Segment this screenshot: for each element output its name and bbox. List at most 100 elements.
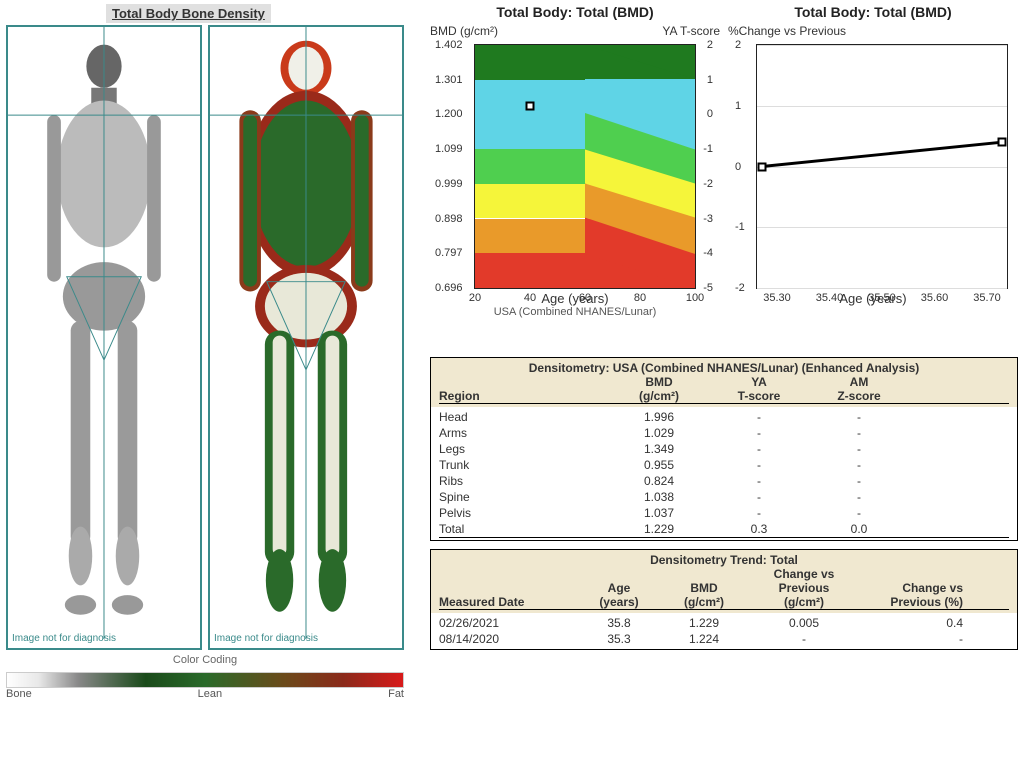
right-column: Total Body: Total (BMD) BMD (g/cm²) YA T… xyxy=(430,0,1024,767)
ref-y-right-label: YA T-score xyxy=(662,24,720,38)
ref-y-left-label: BMD (g/cm²) xyxy=(430,24,498,38)
cell-region: Ribs xyxy=(439,474,609,488)
trend-data-marker xyxy=(998,138,1007,147)
ref-xtick: 80 xyxy=(634,292,646,304)
trend-line-icon xyxy=(757,45,1007,288)
cell-tscore: - xyxy=(709,442,809,456)
dens-table-title: Densitometry: USA (Combined NHANES/Lunar… xyxy=(439,361,1009,375)
table-row: Arms1.029-- xyxy=(439,425,1009,441)
cell-tscore: - xyxy=(709,458,809,472)
gradient-labels: Bone Lean Fat xyxy=(6,688,404,700)
ref-ytick-left: 0.898 xyxy=(435,213,463,225)
cell-region: Trunk xyxy=(439,458,609,472)
gradient-bar xyxy=(6,672,404,688)
cell-change: 0.005 xyxy=(749,616,859,630)
table-row: Pelvis1.037-- xyxy=(439,505,1009,521)
ref-ytick-left: 1.200 xyxy=(435,108,463,120)
table-row: Total1.2290.30.0 xyxy=(439,521,1009,538)
cell-tscore: - xyxy=(709,506,809,520)
ref-band xyxy=(475,253,695,288)
trend-xtick: 35.60 xyxy=(921,292,949,304)
table-row: 08/14/202035.31.224-- xyxy=(439,631,1009,647)
trend-ytick: -2 xyxy=(735,282,745,294)
cell-age: 35.8 xyxy=(579,616,659,630)
cell-region: Spine xyxy=(439,490,609,504)
cell-zscore: - xyxy=(809,506,909,520)
cell-bmd: 1.029 xyxy=(609,426,709,440)
cell-tscore: - xyxy=(709,490,809,504)
cell-region: Total xyxy=(439,522,609,536)
ref-ytick-left: 1.301 xyxy=(435,74,463,86)
trend-chart: Total Body: Total (BMD) %Change vs Previ… xyxy=(728,4,1018,349)
cell-bmd: 1.038 xyxy=(609,490,709,504)
trend-xtick: 35.30 xyxy=(763,292,791,304)
cell-region: Legs xyxy=(439,442,609,456)
scan-caption: Image not for diagnosis xyxy=(214,633,318,644)
cell-tscore: - xyxy=(709,474,809,488)
col-ya: YA xyxy=(709,375,809,389)
ref-ytick-right: -3 xyxy=(703,213,713,225)
ref-sub-label: USA (Combined NHANES/Lunar) xyxy=(430,306,720,318)
report-root: Total Body Bone Density xyxy=(0,0,1024,767)
cell-zscore: - xyxy=(809,474,909,488)
trend-table-title: Densitometry Trend: Total xyxy=(439,553,1009,567)
ref-band xyxy=(475,80,695,149)
trend-plot-area: 210-1-235.3035.4035.5035.6035.70 xyxy=(756,44,1008,289)
ref-band xyxy=(475,45,695,80)
trend-y-label: %Change vs Previous xyxy=(728,24,846,38)
cell-change-pct: 0.4 xyxy=(859,616,969,630)
cell-zscore: - xyxy=(809,490,909,504)
col-am: AM xyxy=(809,375,909,389)
densitometry-table: Densitometry: USA (Combined NHANES/Lunar… xyxy=(430,357,1018,541)
ref-xtick: 100 xyxy=(686,292,704,304)
cell-bmd: 0.824 xyxy=(609,474,709,488)
dens-table-body: Head1.996--Arms1.029--Legs1.349--Trunk0.… xyxy=(431,407,1017,540)
gradient-bone-label: Bone xyxy=(6,688,32,700)
ref-ytick-right: -2 xyxy=(703,178,713,190)
trend-xtick: 35.40 xyxy=(816,292,844,304)
cell-region: Pelvis xyxy=(439,506,609,520)
scan-caption: Image not for diagnosis xyxy=(12,633,116,644)
ref-band xyxy=(475,219,695,254)
cell-zscore: 0.0 xyxy=(809,522,909,536)
ref-xtick: 20 xyxy=(469,292,481,304)
table-row: Ribs0.824-- xyxy=(439,473,1009,489)
table-row: 02/26/202135.81.2290.0050.4 xyxy=(439,615,1009,631)
ref-xtick: 60 xyxy=(579,292,591,304)
cell-bmd: 1.229 xyxy=(609,522,709,536)
cell-tscore: 0.3 xyxy=(709,522,809,536)
ref-band xyxy=(475,184,695,219)
trend-ytick: 2 xyxy=(735,39,741,51)
trend-gridline xyxy=(757,288,1007,289)
trend-chart-title: Total Body: Total (BMD) xyxy=(728,4,1018,20)
cell-bmd: 1.996 xyxy=(609,410,709,424)
cell-zscore: - xyxy=(809,442,909,456)
trend-ytick: -1 xyxy=(735,221,745,233)
ref-xtick: 40 xyxy=(524,292,536,304)
trend-ytick: 0 xyxy=(735,161,741,173)
cell-bmd: 1.229 xyxy=(659,616,749,630)
cell-bmd: 0.955 xyxy=(609,458,709,472)
ref-ytick-right: -1 xyxy=(703,143,713,155)
col-measured-date: Measured Date xyxy=(439,595,579,609)
charts-row: Total Body: Total (BMD) BMD (g/cm²) YA T… xyxy=(430,4,1018,349)
cell-date: 02/26/2021 xyxy=(439,616,579,630)
ref-data-marker xyxy=(526,101,535,110)
table-row: Trunk0.955-- xyxy=(439,457,1009,473)
table-row: Legs1.349-- xyxy=(439,441,1009,457)
cell-zscore: - xyxy=(809,426,909,440)
ref-ytick-right: -4 xyxy=(703,247,713,259)
ref-band xyxy=(475,149,695,184)
ref-ytick-left: 0.696 xyxy=(435,282,463,294)
ref-ytick-left: 0.797 xyxy=(435,247,463,259)
cell-region: Arms xyxy=(439,426,609,440)
trend-xtick: 35.70 xyxy=(973,292,1001,304)
ref-ytick-right: 2 xyxy=(707,39,713,51)
ref-plot-area: 1.4021.3011.2001.0990.9990.8980.7970.696… xyxy=(474,44,696,289)
body-scan-title: Total Body Bone Density xyxy=(106,4,271,23)
left-column: Total Body Bone Density xyxy=(0,0,430,767)
reference-chart: Total Body: Total (BMD) BMD (g/cm²) YA T… xyxy=(430,4,720,349)
ref-ytick-left: 1.099 xyxy=(435,143,463,155)
cell-date: 08/14/2020 xyxy=(439,632,579,646)
ref-ytick-left: 1.402 xyxy=(435,39,463,51)
